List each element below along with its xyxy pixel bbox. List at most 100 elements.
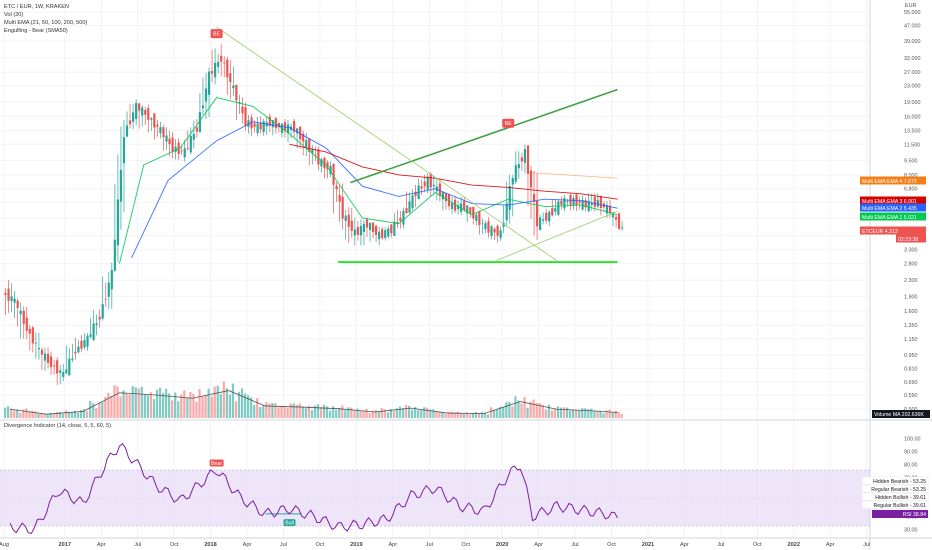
volume-bar [389, 409, 392, 418]
volume-bar [514, 396, 517, 418]
volume-bar [313, 405, 317, 418]
candle-body [593, 197, 596, 207]
candle-body [441, 191, 445, 200]
volume-bar [13, 410, 16, 418]
divergence-tag-text: Regular Bullish - 39.61 [874, 503, 927, 509]
volume-bar [216, 385, 219, 418]
volume-bar [383, 409, 386, 418]
ema-line-4 [532, 172, 618, 179]
volume-bar [499, 406, 502, 418]
volume-bar [325, 406, 329, 418]
candle-body [596, 199, 599, 207]
volume-bar [319, 407, 323, 418]
candle-body [402, 210, 405, 225]
volume-bar [517, 400, 520, 418]
candle-body [365, 219, 369, 228]
candle-body [320, 159, 323, 167]
candle-body [566, 201, 569, 203]
time-tick-label: Oct [607, 542, 616, 548]
volume-bar [544, 409, 547, 418]
time-tick-label: 2021 [642, 542, 654, 548]
volume-bar [493, 410, 496, 418]
legend-divergence[interactable]: Divergence Indicator (14, close, 5, 5, 6… [4, 423, 111, 429]
volume-bar [231, 383, 235, 418]
candle-body [526, 145, 530, 174]
candle-body [74, 351, 77, 354]
volume-bar [101, 402, 104, 418]
volume-bar [347, 407, 350, 418]
candle-body [77, 346, 80, 353]
volume-bar [587, 409, 590, 418]
trendlines[interactable] [216, 26, 618, 263]
divergence-tag-bg [861, 476, 929, 485]
candle-body [399, 217, 402, 221]
candle-body [575, 194, 578, 206]
candle-body [116, 199, 120, 246]
time-tick-label: 2019 [350, 542, 362, 548]
price-tag-bg [860, 176, 926, 185]
divergence-tag-text: Regular Bearish - 53.25 [871, 487, 926, 493]
candle-body [217, 62, 220, 67]
candle-body [113, 239, 116, 271]
candle-body [277, 123, 280, 128]
price-tick-label: 1.150 [904, 337, 918, 343]
candle-body [204, 88, 208, 102]
candle-body [332, 163, 335, 185]
candle-body [414, 191, 417, 197]
candle-body [554, 208, 557, 212]
candle-body [71, 358, 74, 360]
volume-bar [414, 407, 417, 418]
candle-body [502, 222, 505, 227]
volume-bar [341, 405, 344, 418]
volume-bar [125, 393, 128, 418]
candle-body [460, 203, 463, 212]
volume-bar [28, 412, 31, 418]
ema-lines [118, 97, 618, 264]
candle-body [286, 124, 290, 134]
volume-bar [575, 410, 578, 418]
candle-body [557, 201, 560, 215]
candle-body [232, 85, 235, 89]
candle-body [302, 133, 305, 142]
rsi-tag-bg [872, 510, 928, 518]
symbol-title[interactable]: ETC / EUR, 1W, KRAKEN [4, 4, 69, 10]
candle-body [378, 231, 381, 240]
volume-bar [40, 413, 43, 418]
price-tick-label: 8.000 [904, 173, 918, 179]
volume-bar [10, 408, 13, 418]
volume-bar [581, 408, 584, 418]
candle-body [563, 197, 566, 209]
volume-bar [453, 412, 456, 418]
legend-multi-ema[interactable]: Multi EMA (21, 50, 100, 200, 500) [4, 20, 87, 26]
candle-body [587, 200, 590, 212]
volume-ma-line [10, 390, 618, 415]
vertical-gridlines [3, 0, 868, 538]
volume-bar [222, 381, 225, 418]
candle-body [34, 342, 37, 344]
volume-bar [228, 394, 232, 418]
bull-divergence-marker [283, 519, 296, 527]
candle-body [31, 327, 34, 344]
volume-bar [122, 390, 125, 418]
candle-body [499, 230, 502, 238]
volume-bar [447, 411, 450, 418]
candle-body [344, 215, 347, 221]
volume-bar [262, 405, 265, 418]
volume-bar [149, 392, 153, 418]
volume-bar [365, 408, 368, 418]
volume-bar [82, 409, 86, 418]
legend-volume[interactable]: Vol (20) [4, 12, 23, 18]
time-axis[interactable]: Aug 2017 Apr Jul Oct 2018 Apr Jul Oct 2019 Apr Jul O… [0, 542, 870, 548]
candle-body [356, 227, 359, 235]
legend-engulfing[interactable]: Engulfing - Bear (SMA50) [4, 28, 68, 34]
volume-bar [486, 414, 490, 418]
candle-body [408, 201, 411, 213]
candle-body [241, 106, 244, 114]
candle-body [128, 120, 132, 125]
volume-bar [192, 393, 195, 418]
bull-divergence-label: Bull [285, 521, 294, 527]
candle-body [429, 173, 432, 188]
volume-bar [572, 409, 575, 418]
ema-line-3 [289, 143, 618, 200]
